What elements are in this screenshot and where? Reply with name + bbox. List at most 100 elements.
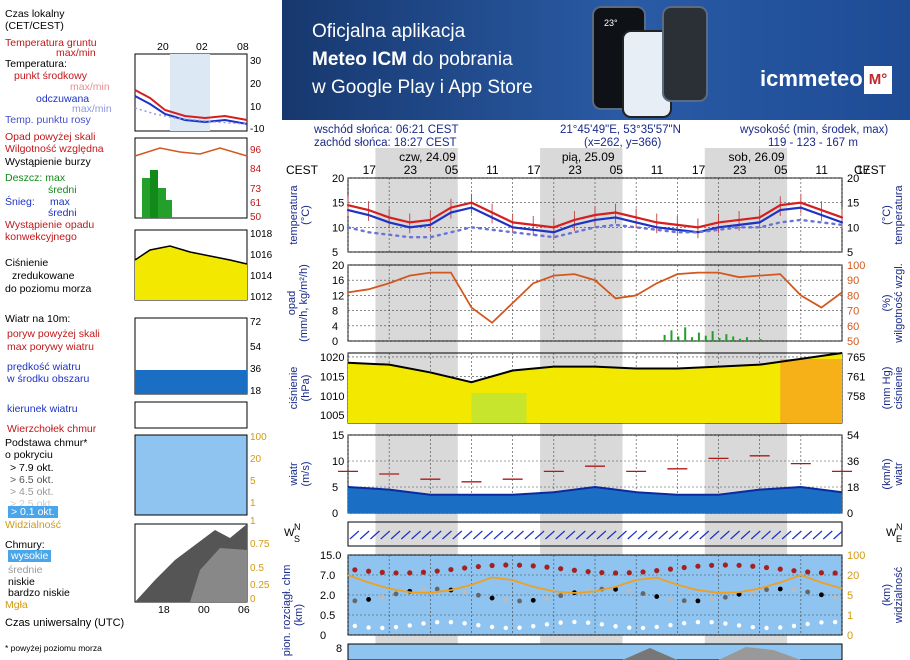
legend-fog: Mgła — [5, 599, 28, 611]
cloud-top-dot — [667, 566, 674, 572]
legend-soil-temp-maxmin: max/min — [56, 47, 96, 59]
legend-octa-01: > 0.1 okt. — [8, 506, 58, 518]
cloud-top-dot — [475, 563, 481, 570]
pressure-ytick: 1020 — [320, 352, 344, 364]
cloud-low-dot — [517, 625, 522, 630]
legend-octa-79: > 7.9 okt. — [10, 462, 54, 474]
elevation-values: 119 - 123 - 167 m — [768, 137, 858, 149]
svg-text:0: 0 — [250, 594, 256, 605]
cloud-top-dot — [640, 569, 646, 575]
svg-text:0.75: 0.75 — [250, 539, 270, 550]
legend-top-tick-20: 20 — [157, 41, 169, 53]
wind-arrow — [689, 530, 699, 540]
wind-arrow — [617, 530, 627, 540]
legend-cloud-base-2: o pokryciu — [5, 449, 53, 461]
legend-snow: Śnieg: — [5, 196, 35, 208]
cloud-low-dot — [750, 624, 756, 630]
panel-dir — [347, 521, 843, 547]
legend-cloud-high: wysokie — [8, 550, 52, 562]
legend-cloud-very-low: bardzo niskie — [8, 587, 70, 599]
cloud-base-dot — [709, 597, 715, 603]
elevation-label: wysokość (min, środek, max) — [740, 124, 889, 136]
cloud-top-dot — [462, 565, 468, 571]
app-promo-banner[interactable]: Oficjalna aplikacja Meteo ICM do pobrani… — [282, 0, 910, 120]
cloud-top-dot — [722, 562, 728, 568]
cloud-low-dot — [544, 622, 550, 627]
wind-fill — [348, 487, 842, 513]
pressure-ytick: 1015 — [320, 371, 344, 383]
cloud-base-dot — [558, 593, 564, 599]
cloud-ytick: 0.5 — [320, 610, 335, 622]
cloud-base-dot — [626, 588, 632, 594]
cloud-low-dot — [805, 621, 810, 627]
legend-rain-mid: średni — [48, 184, 77, 196]
cloud-low-dot — [407, 623, 412, 628]
precip-ytick: 12 — [332, 290, 344, 302]
rain-bar — [732, 336, 735, 341]
cloud-ytick: 2.0 — [320, 590, 335, 602]
rain-bar — [718, 337, 721, 341]
svg-text:1018: 1018 — [250, 229, 273, 240]
cloud-base-dot — [489, 595, 495, 601]
cloud-base-dot — [777, 586, 783, 592]
wind-arrow — [781, 530, 792, 540]
cloud-base-dot — [764, 587, 769, 593]
cloud-top-dot — [599, 569, 605, 576]
pressure-ytick-right: 758 — [847, 391, 865, 403]
temp-ytick-right: 20 — [847, 173, 859, 185]
cloud-base-dot — [379, 594, 385, 600]
legend-temperature: Temperatura: — [5, 58, 67, 70]
temp-series-1 — [346, 206, 844, 234]
cloud-low-dot — [613, 624, 618, 629]
wind-arrow — [555, 530, 566, 540]
rain-bar — [759, 339, 762, 341]
precip-axis-right: (%) — [881, 294, 893, 311]
cloud-low-dot — [654, 624, 659, 630]
svg-text:0.25: 0.25 — [250, 580, 270, 591]
humidity-ytick: 90 — [847, 275, 859, 287]
phone-image-3 — [662, 6, 708, 102]
svg-text:1016: 1016 — [250, 250, 273, 261]
cloud-base-dot — [366, 596, 371, 602]
cloud-top-dot — [763, 564, 770, 571]
cloud-top-dot — [777, 566, 783, 572]
cloud-base-dot — [791, 587, 797, 593]
cloud-low-dot — [585, 620, 591, 625]
vis-ytick: 5 — [847, 590, 853, 602]
cloud-low-dot — [352, 623, 358, 629]
cloud-top-dot — [791, 568, 797, 574]
rain-bar — [711, 331, 714, 341]
precip-axis-left: (mm/h, kg/m²/h) — [298, 264, 310, 342]
icmmeteo-logo-mark: M° — [864, 66, 892, 94]
svg-text:50: 50 — [250, 212, 262, 223]
cloud-base-dot — [544, 596, 550, 601]
cloud-ytick: 0 — [320, 630, 326, 642]
temp-axis-right: (°C) — [881, 205, 893, 225]
cloud-top-dot — [654, 568, 660, 574]
cloud-base-dot — [475, 592, 481, 598]
legend-cloud-mid: średnie — [8, 564, 43, 576]
cloud-top-dot — [516, 562, 523, 568]
temp-ytick-right: 15 — [847, 198, 859, 210]
cloud-ytick: 7.0 — [320, 570, 335, 582]
wind-ytick: 15 — [332, 430, 344, 442]
legend-top-tick-02: 02 — [196, 41, 208, 53]
wind-axis-right: (km/h) — [881, 458, 893, 489]
rain-bar — [704, 335, 707, 341]
cloud-top-dot — [352, 567, 358, 573]
humidity-ytick: 60 — [847, 321, 859, 333]
legend-gust-above: poryw powyżej skali — [7, 328, 100, 340]
rain-bar — [684, 327, 687, 341]
wind-arrow — [719, 530, 730, 540]
wind-arrow — [658, 530, 669, 540]
temp-axis-left: (°C) — [300, 205, 312, 225]
cloud-low-dot — [434, 620, 440, 625]
hour-tick: 11 — [815, 163, 828, 177]
wind-arrow — [627, 530, 638, 540]
wind-arrow — [421, 530, 432, 540]
cloud-low-dot — [709, 620, 714, 625]
pressure-green-patch — [471, 393, 527, 423]
banner-line1: Oficjalna aplikacja — [312, 21, 466, 42]
